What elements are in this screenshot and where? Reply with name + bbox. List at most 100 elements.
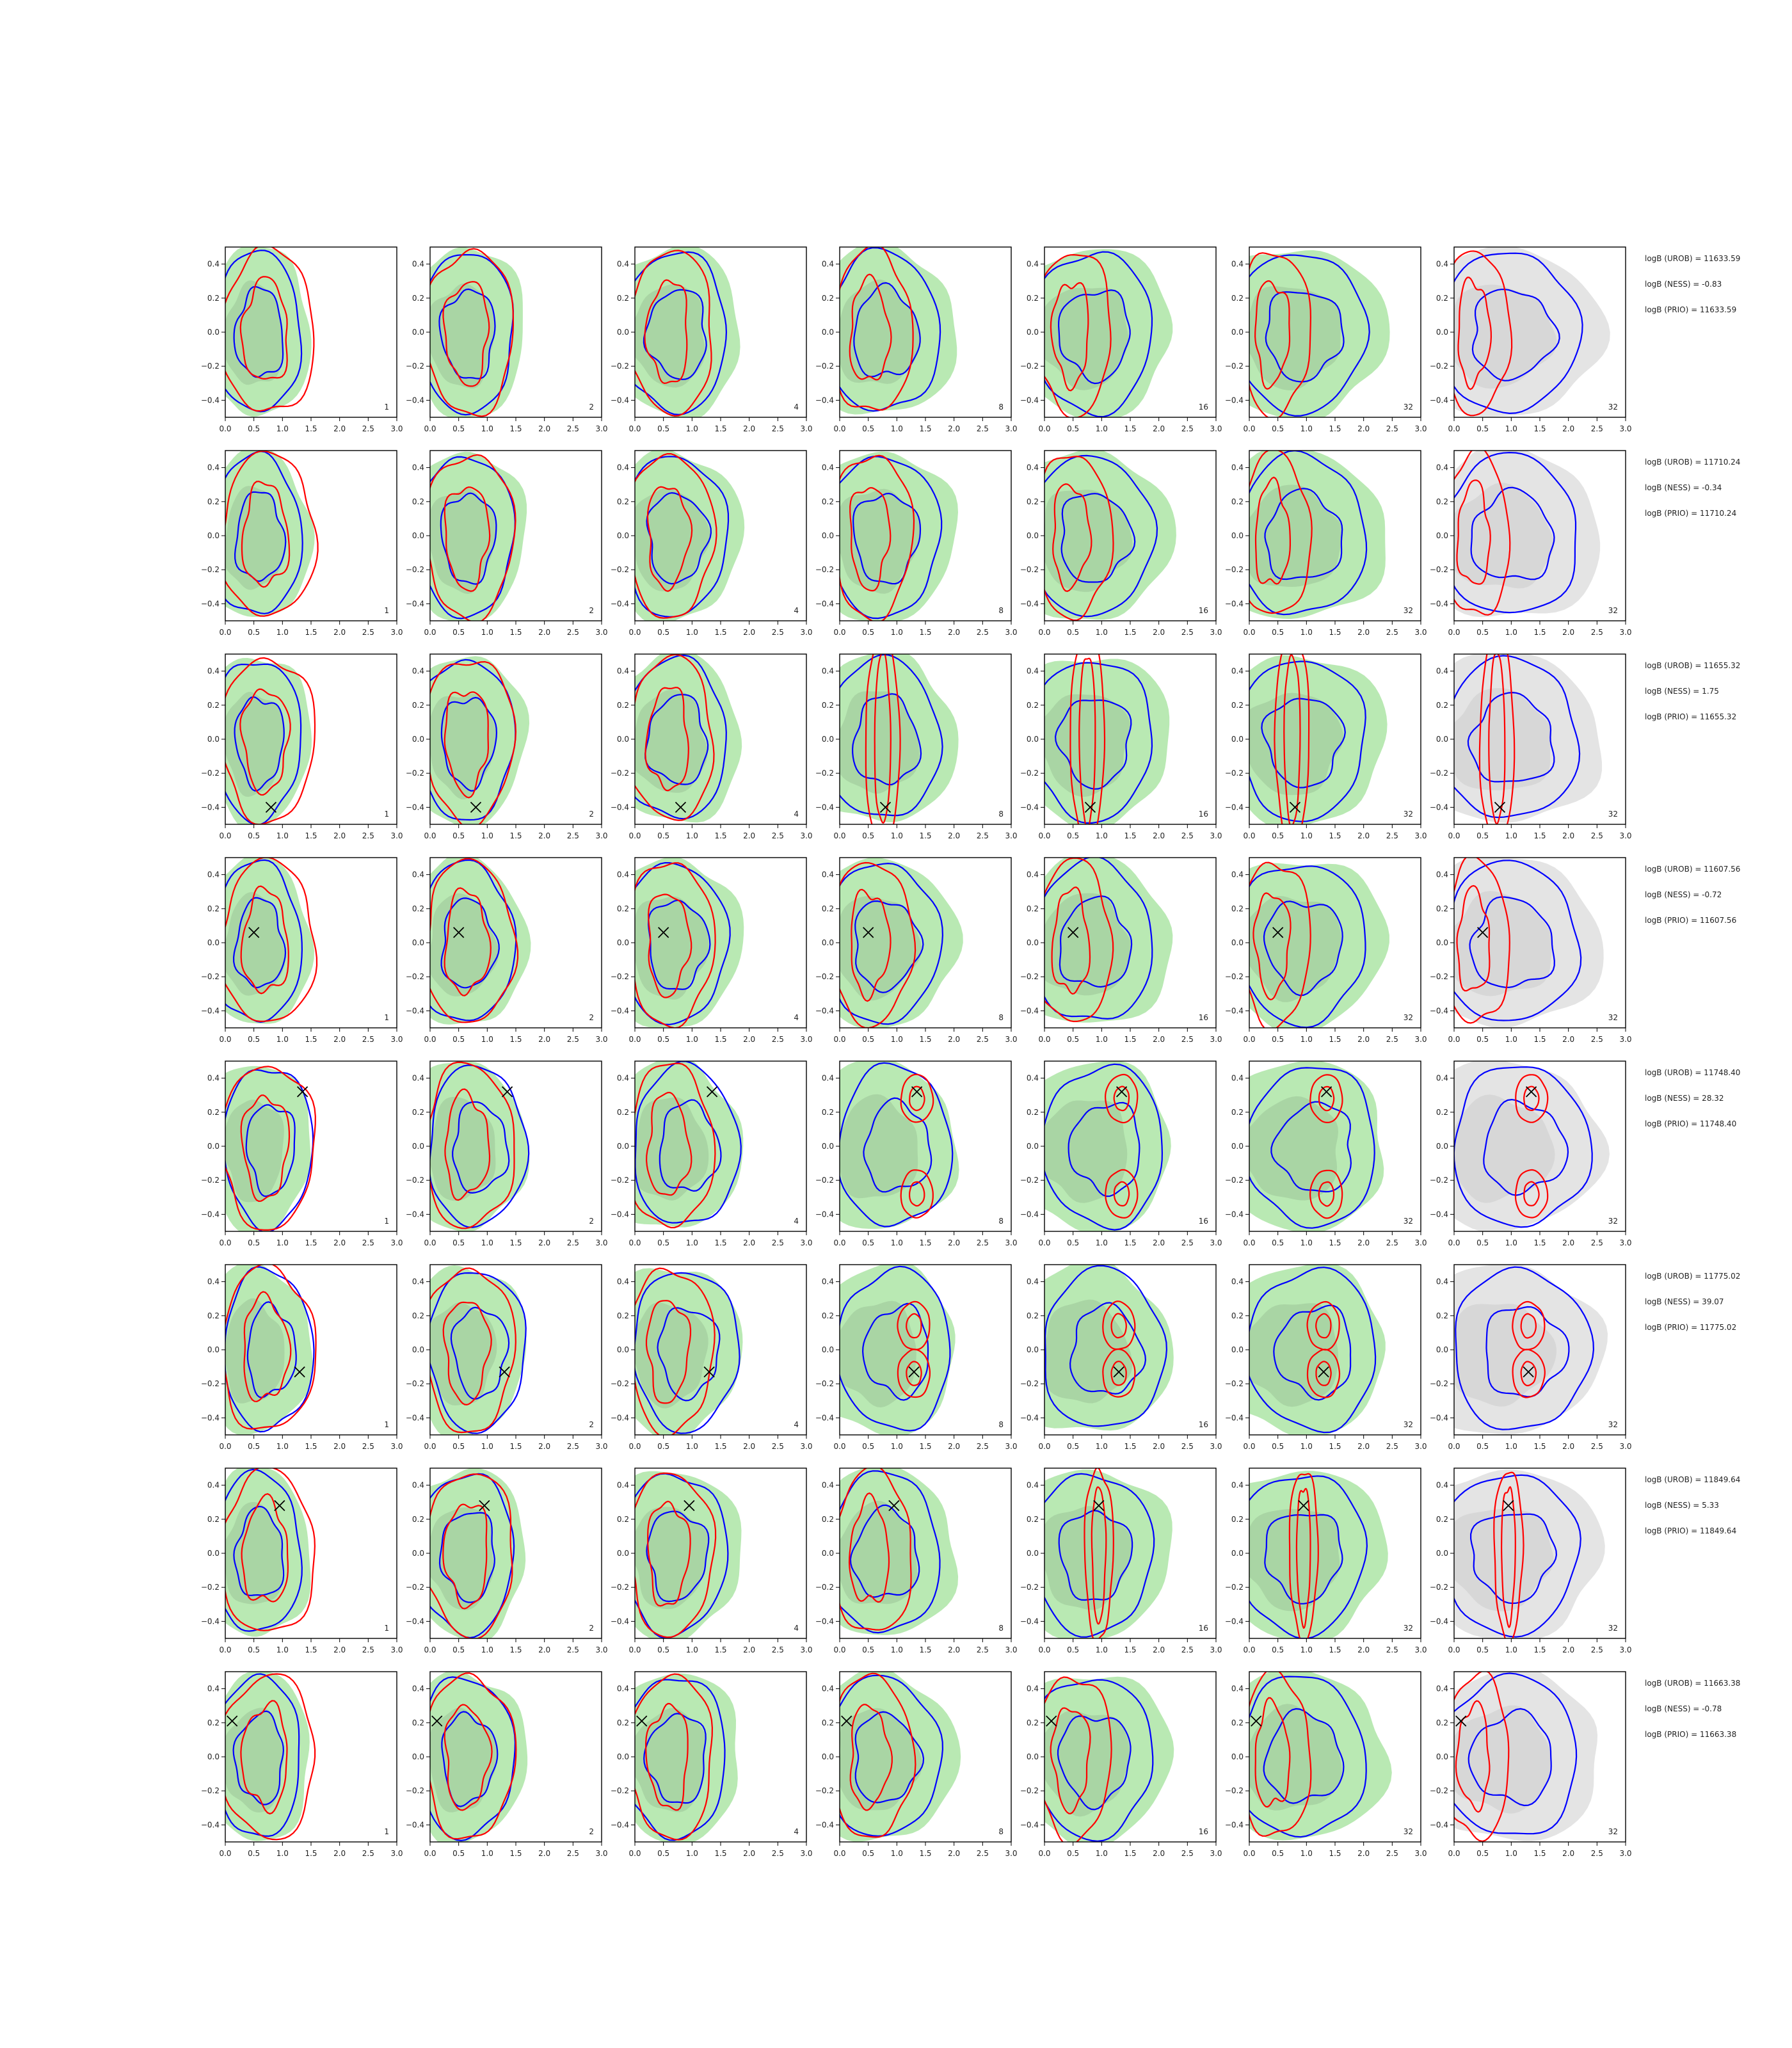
filled-density-inner (1454, 483, 1554, 589)
x-tick-label: 0.0 (1448, 831, 1460, 840)
blue-contour-inner (1059, 895, 1133, 988)
x-tick-label: 0.5 (1476, 1238, 1489, 1247)
x-tick-label: 0.5 (248, 1849, 260, 1858)
logb-annotation: logB (UROB) = 11710.24 (1645, 458, 1740, 467)
panel-label: 32 (1404, 1624, 1413, 1633)
y-tick-label: −0.2 (611, 1786, 629, 1795)
x-tick-label: 2.5 (1386, 424, 1398, 433)
y-tick-label: 0.4 (207, 260, 220, 269)
y-tick-label: 0.0 (1231, 735, 1244, 744)
red-contour-outer (1249, 861, 1311, 1028)
y-tick-label: −0.4 (406, 803, 424, 812)
panel-r2-c3: 0.0 0.5 1.0 1.5 2.0 2.5 3.0 0.4 0.2 0.0 −0.2 −0.4 4 (611, 450, 813, 637)
y-tick-label: 0.2 (822, 1515, 834, 1524)
x-tick-label: 2.5 (1591, 1849, 1603, 1858)
y-tick-label: −0.4 (815, 1006, 834, 1015)
red-contour-inner (644, 687, 689, 792)
y-tick-label: −0.4 (611, 803, 629, 812)
red-contour-hourglass (1084, 1468, 1114, 1638)
x-tick-label: 3.0 (800, 424, 812, 433)
y-tick-label: −0.2 (815, 1379, 834, 1388)
red-contour-outer (225, 657, 316, 824)
panel-r3-c1: 0.0 0.5 1.0 1.5 2.0 2.5 3.0 0.4 0.2 0.0 −0.2 −0.4 1 (201, 653, 403, 840)
red-contour-mode (1512, 1300, 1546, 1350)
x-tick-label: 2.0 (1562, 1645, 1574, 1654)
x-tick-label: 1.5 (1329, 1035, 1341, 1044)
x-tick-label: 3.0 (390, 1442, 403, 1451)
y-tick-label: 0.2 (412, 1515, 424, 1524)
y-tick-label: −0.4 (406, 396, 424, 404)
blue-contour-inner (854, 1711, 925, 1804)
panel-label: 8 (998, 1420, 1004, 1429)
x-tick-label: 0.0 (1038, 831, 1050, 840)
x-tick-label: 2.5 (567, 424, 579, 433)
blue-contour-inner (1054, 699, 1132, 790)
blue-contour-inner (863, 1097, 932, 1193)
y-tick-label: 0.0 (1436, 938, 1448, 947)
panel-label: 16 (1199, 810, 1208, 819)
y-tick-label: −0.4 (1225, 1210, 1244, 1219)
x-tick-label: 0.5 (1067, 831, 1079, 840)
x-tick-label: 0.0 (1038, 628, 1050, 637)
x-tick-label: 0.5 (657, 1442, 669, 1451)
blue-contour-outer (840, 1470, 941, 1634)
y-tick-label: 0.0 (207, 1549, 220, 1558)
red-contour-outer (430, 1473, 513, 1638)
red-contour-inner (442, 1301, 492, 1406)
blue-contour-outer (430, 659, 516, 821)
y-tick-label: 0.0 (822, 1549, 834, 1558)
x-tick-label: 0.0 (628, 1442, 641, 1451)
y-tick-label: 0.0 (207, 1345, 220, 1354)
x-tick-label: 0.0 (833, 1849, 845, 1858)
x-tick-label: 2.5 (1386, 1442, 1398, 1451)
x-tick-label: 2.5 (567, 1238, 579, 1247)
x-tick-label: 2.5 (1591, 1238, 1603, 1247)
y-tick-label: −0.2 (611, 1379, 629, 1388)
x-tick-label: 1.0 (276, 424, 289, 433)
y-tick-label: 0.2 (1027, 904, 1039, 913)
y-tick-label: −0.2 (1020, 1583, 1039, 1592)
red-contour-outer (225, 451, 319, 617)
x-tick-label: 0.0 (219, 628, 231, 637)
blue-contour-inner (646, 1510, 710, 1603)
x-tick-label: 0.0 (219, 1645, 231, 1654)
red-contour-outer (1044, 858, 1114, 1023)
logb-annotation: logB (NESS) = 5.33 (1645, 1501, 1719, 1510)
logb-annotation: logB (UROB) = 11607.56 (1645, 865, 1740, 874)
x-tick-label: 2.5 (772, 1035, 784, 1044)
y-tick-label: −0.2 (815, 769, 834, 778)
blue-contour-inner (1068, 1101, 1140, 1197)
x-tick-label: 3.0 (1005, 1849, 1017, 1858)
blue-contour-inner (233, 285, 284, 378)
x-tick-label: 2.5 (362, 831, 374, 840)
panel-r3-c3: 0.0 0.5 1.0 1.5 2.0 2.5 3.0 0.4 0.2 0.0 −0.2 −0.4 4 (611, 653, 813, 840)
y-tick-label: 0.4 (412, 463, 424, 472)
y-tick-label: 0.2 (1231, 497, 1244, 506)
panel-label: 2 (589, 810, 594, 819)
panel-r6-c3: 0.0 0.5 1.0 1.5 2.0 2.5 3.0 0.4 0.2 0.0 −0.2 −0.4 4 (611, 1264, 813, 1451)
y-tick-label: 0.4 (822, 870, 834, 879)
red-contour-inner (1457, 276, 1492, 390)
y-tick-label: 0.0 (617, 1142, 629, 1151)
panel-label: 8 (998, 403, 1004, 412)
x-tick-label: 2.5 (772, 424, 784, 433)
red-contour-inner (444, 1088, 491, 1201)
panel-r1-c5: 0.0 0.5 1.0 1.5 2.0 2.5 3.0 0.4 0.2 0.0 −0.2 −0.4 16 (1020, 246, 1222, 433)
blue-contour-inner (1270, 1101, 1352, 1193)
blue-contour-inner (245, 1104, 296, 1197)
x-tick-label: 2.5 (772, 1442, 784, 1451)
true-parameter-marker (1068, 927, 1079, 938)
red-contour-mode (1309, 1169, 1343, 1219)
y-tick-label: −0.4 (1225, 396, 1244, 404)
y-tick-label: 0.4 (1436, 870, 1448, 879)
red-contour-outer (225, 1066, 316, 1231)
y-tick-label: 0.2 (207, 294, 220, 303)
x-tick-label: 1.5 (509, 1035, 522, 1044)
x-tick-label: 0.0 (628, 1645, 641, 1654)
blue-contour-inner (232, 1710, 285, 1805)
blue-contour-outer (840, 1265, 951, 1432)
x-tick-label: 2.5 (1386, 1645, 1398, 1654)
y-tick-label: −0.2 (1225, 1786, 1244, 1795)
red-contour-inner (848, 1492, 890, 1603)
x-tick-label: 2.0 (333, 831, 346, 840)
